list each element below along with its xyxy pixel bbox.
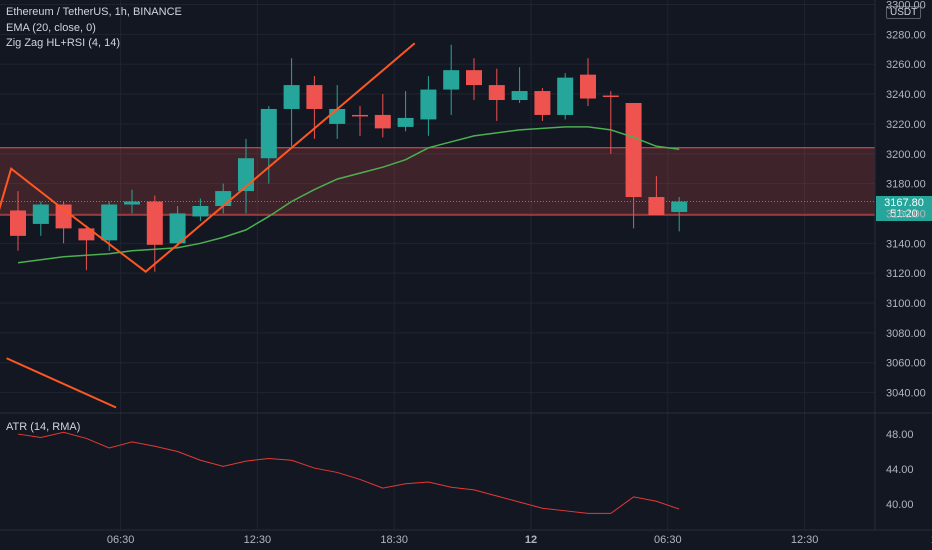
atr-tick-label: 44.00 (886, 464, 914, 476)
candle-body (557, 77, 574, 115)
price-tick-label: 3140.00 (886, 238, 926, 250)
candle-body (511, 91, 528, 101)
trend-line (6, 357, 117, 409)
candle (169, 206, 186, 247)
candle-body (580, 74, 596, 99)
candle-body (101, 204, 118, 241)
candle (352, 105, 368, 136)
candle (101, 201, 118, 251)
candle-body (215, 191, 232, 206)
candle (580, 58, 596, 106)
price-tick-label: 3300.00 (886, 0, 926, 11)
candle (78, 225, 95, 271)
candle (511, 67, 528, 103)
candle-body (55, 204, 72, 229)
candle-body (602, 95, 619, 98)
candle-body (260, 108, 277, 159)
candle-body (329, 108, 346, 124)
candle-body (671, 201, 688, 212)
zigzag-legend: Zig Zag HL+RSI (4, 14) (6, 37, 121, 49)
time-tick-label: 06:30 (654, 534, 682, 546)
candle-body (534, 91, 551, 115)
candle (55, 201, 72, 244)
price-tick-label: 3220.00 (886, 119, 926, 131)
candle-body (169, 213, 186, 244)
candle-body (124, 201, 140, 205)
candle-body (648, 197, 665, 215)
candle-body (488, 85, 505, 101)
time-tick-label: 12:30 (244, 534, 272, 546)
time-tick-label: 16:3 (931, 534, 932, 546)
time-tick-label: 06:30 (107, 534, 135, 546)
candle (488, 68, 505, 121)
time-tick-label: 12:30 (791, 534, 819, 546)
candle (671, 197, 688, 232)
last-price: 3167.80 (884, 197, 924, 209)
time-tick-label: 18:30 (380, 534, 408, 546)
candle (397, 91, 414, 132)
candle-body (466, 70, 482, 86)
candle-body (146, 201, 163, 245)
candle-body (443, 70, 460, 90)
candle (192, 198, 209, 221)
price-tick-label: 3180.00 (886, 179, 926, 191)
last-price-tag: 3167.80 51:20 (876, 196, 932, 221)
atr-tick-label: 48.00 (886, 429, 914, 441)
candle (557, 73, 574, 120)
candle-body (10, 210, 26, 236)
price-tick-label: 3120.00 (886, 268, 926, 280)
candle-body (625, 103, 642, 198)
resistance-zone (0, 147, 875, 215)
time-tick-label: 12 (525, 534, 537, 546)
candle (534, 88, 551, 121)
price-tick-label: 3260.00 (886, 59, 926, 71)
candle (32, 201, 49, 236)
atr-tick-label: 40.00 (886, 499, 914, 511)
candle-body (397, 117, 414, 127)
candle-body (78, 228, 95, 241)
price-tick-label: 3240.00 (886, 89, 926, 101)
candle-body (352, 114, 368, 117)
atr-line (17, 431, 680, 514)
zigzag-line (0, 42, 416, 273)
candle (625, 103, 642, 229)
candle (260, 105, 277, 184)
candle-body (32, 204, 49, 224)
grid-lines (0, 0, 875, 530)
candle-body (283, 85, 300, 109)
candle-body (192, 206, 209, 217)
symbol-legend: Ethereum / TetherUS, 1h, BINANCE (6, 6, 182, 18)
price-tick-label: 3200.00 (886, 149, 926, 161)
candles (10, 44, 688, 272)
candle (443, 44, 460, 115)
price-tick-label: 3080.00 (886, 328, 926, 340)
candle (146, 195, 163, 272)
candle (329, 85, 346, 139)
candle (283, 58, 300, 147)
candle (602, 91, 619, 154)
candle (420, 76, 437, 136)
price-tick-label: 3280.00 (886, 29, 926, 41)
price-tick-label: 3160.00 (886, 208, 926, 220)
currency-badge[interactable]: USDT (886, 6, 922, 19)
bar-countdown: 51:20 (890, 208, 918, 220)
candle-body (374, 114, 391, 129)
candle (374, 94, 391, 138)
candle-body (420, 89, 437, 120)
candle (466, 58, 482, 101)
ema-line (17, 126, 680, 264)
atr-legend: ATR (14, RMA) (6, 421, 81, 433)
price-tick-label: 3040.00 (886, 388, 926, 400)
price-tick-label: 3100.00 (886, 298, 926, 310)
price-tick-label: 3060.00 (886, 358, 926, 370)
candle-body (306, 85, 323, 109)
ema-legend: EMA (20, close, 0) (6, 22, 96, 34)
